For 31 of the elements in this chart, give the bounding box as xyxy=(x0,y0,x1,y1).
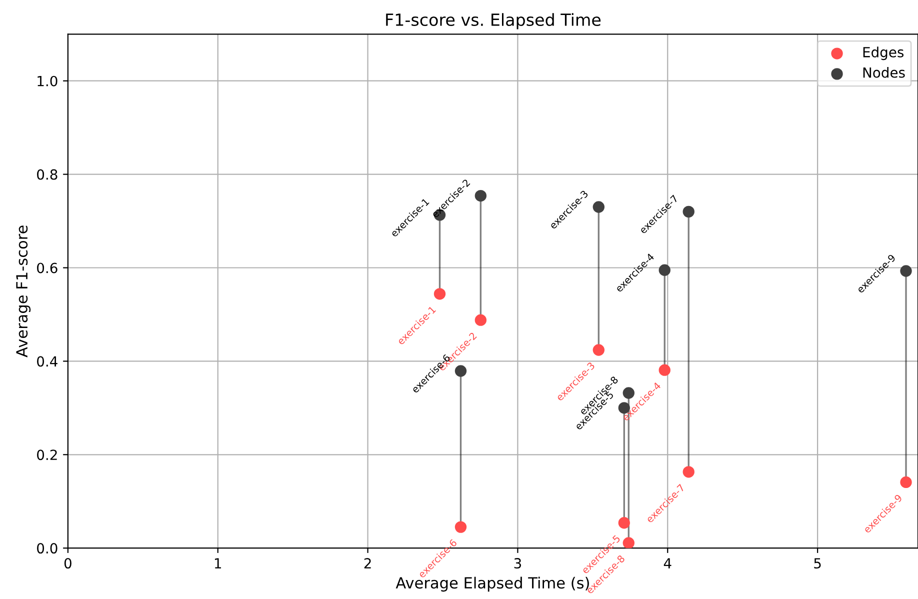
x-tick-label: 2 xyxy=(364,558,371,568)
point xyxy=(622,537,634,548)
point xyxy=(454,521,467,533)
point xyxy=(900,265,912,277)
point xyxy=(434,288,446,300)
x-tick-label: 3 xyxy=(514,558,522,569)
point xyxy=(658,264,670,276)
y-tick-label: 0.6 xyxy=(37,262,58,274)
point xyxy=(682,206,694,218)
x-tick-label: 0 xyxy=(64,558,72,569)
point xyxy=(682,466,694,478)
legend-label: Nodes xyxy=(863,67,905,78)
point xyxy=(474,190,487,202)
point xyxy=(592,344,605,356)
y-axis-title: Average F1-score xyxy=(16,226,31,358)
point xyxy=(658,364,670,376)
point xyxy=(900,476,912,488)
y-tick-label: 0.8 xyxy=(37,169,58,180)
y-tick-label: 0.4 xyxy=(37,356,58,367)
x-axis-title: Average Elapsed Time (s) xyxy=(396,576,589,592)
point xyxy=(474,314,487,326)
y-tick-label: 0.0 xyxy=(37,543,58,554)
x-tick-label: 4 xyxy=(664,558,672,568)
x-tick-label: 1 xyxy=(214,558,221,568)
x-tick-label: 5 xyxy=(814,558,821,569)
y-tick-label: 1.0 xyxy=(38,76,58,86)
point xyxy=(618,517,630,529)
y-tick-label: 0.2 xyxy=(37,450,57,460)
legend-label: Edges xyxy=(863,46,904,60)
point xyxy=(592,201,605,213)
chart-title: F1-score vs. Elapsed Time xyxy=(386,13,601,30)
